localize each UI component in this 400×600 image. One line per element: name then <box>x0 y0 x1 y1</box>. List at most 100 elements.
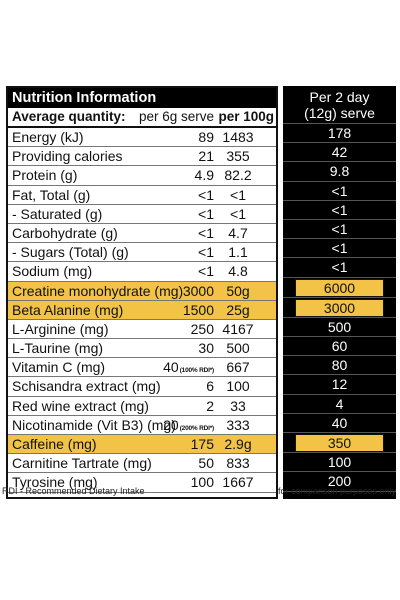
table-row: Vitamin C (mg) 40(100% RDI*) 667 <box>8 358 276 380</box>
per-2-day-row: 4 <box>283 395 396 414</box>
per-2-day-value: 6000 <box>295 278 384 297</box>
nutrient-label: Sodium (mg) <box>12 263 93 280</box>
per-serve-value: 175 <box>134 435 214 454</box>
per-2-day-value: 3000 <box>295 298 384 317</box>
per-2-day-value: 4 <box>335 395 344 412</box>
per-2-day-row: <1 <box>283 258 396 278</box>
per-2-day-value: 40 <box>331 414 348 431</box>
per-100g-value: 4.8 <box>228 263 248 280</box>
table-row: - Sugars (Total) (g) <1 1.1 <box>8 243 276 263</box>
per-2-day-value: 100 <box>327 454 352 471</box>
table-row: Energy (kJ) 89 1483 <box>8 128 276 148</box>
per-2-day-row: 80 <box>283 356 396 376</box>
per-2-day-value: <1 <box>331 259 348 276</box>
table-row: L-Taurine (mg) 30 500 <box>8 339 276 359</box>
per-serve-value: <1 <box>134 186 214 205</box>
table-row: Carnitine Tartrate (mg) 50 833 <box>8 454 276 474</box>
nutrient-label: Carbohydrate (g) <box>12 224 118 241</box>
per-serve-value: 50 <box>134 454 214 473</box>
column-header: Average quantity: per 6g serve per 100g <box>8 108 276 128</box>
per-100g-value: 33 <box>230 397 246 414</box>
table-row: Caffeine (mg) 175 2.9g <box>8 435 276 455</box>
per-2-day-row: 350 <box>283 434 396 454</box>
per-serve-number: <1 <box>198 224 214 241</box>
per-100g-value: 500 <box>226 340 250 357</box>
per-2-day-row: 100 <box>283 453 396 473</box>
per-2-day-value: 60 <box>331 338 348 355</box>
per-100g-value: 82.2 <box>224 167 252 184</box>
per-2-day-header-line2: (12g) serve <box>304 104 375 121</box>
per-2-day-row: 178 <box>283 124 396 144</box>
nutrient-label: Providing calories <box>12 148 123 165</box>
per-2-day-header: Per 2 day (12g) serve <box>283 86 396 124</box>
per-2-day-value: 42 <box>331 144 348 161</box>
per-serve-number: 100 <box>190 474 214 491</box>
per-serve-value: <1 <box>134 243 214 262</box>
per-serve-number: 4.9 <box>194 167 214 184</box>
per-serve-number: <1 <box>198 186 214 203</box>
per-100g-value: 333 <box>226 416 250 433</box>
per-serve-number: <1 <box>198 244 214 261</box>
per-100g-value: 1667 <box>222 474 254 491</box>
nutrient-label: - Saturated (g) <box>12 205 103 222</box>
per-serve-value: 20(200% RDI*) <box>134 416 214 438</box>
nutrient-label: Vitamin C (mg) <box>12 359 106 376</box>
per-serve-number: 20 <box>163 416 179 433</box>
per-serve-number: 50 <box>198 455 214 472</box>
per-serve-number: 6 <box>206 378 214 395</box>
per-2-day-row: 500 <box>283 318 396 338</box>
per-2-day-row: 200 <box>283 472 396 492</box>
per-100g-value: 50g <box>226 282 250 299</box>
rdi-percentage: (200% RDI*) <box>179 424 214 432</box>
per-100g-value: 4167 <box>222 320 254 337</box>
per-100g-value: 1483 <box>222 129 254 145</box>
per-serve-number: 250 <box>190 320 214 337</box>
rdi-footnote: RDI - Recommended Dietary Intake <box>2 486 145 496</box>
per-serve-value: 4.9 <box>134 166 214 185</box>
per-serve-number: 175 <box>190 436 214 452</box>
per-2-day-value: 80 <box>331 357 348 374</box>
per-100g-header: per 100g <box>218 109 274 124</box>
per-2-day-row: 60 <box>283 337 396 357</box>
nutrient-label: Protein (g) <box>12 167 78 184</box>
per-100g-value: 25g <box>226 301 250 318</box>
per-2-day-row: 9.8 <box>283 162 396 182</box>
nutrient-label: Nicotinamide (Vit B3) (mg) <box>12 416 176 433</box>
per-100g-value: <1 <box>230 205 246 222</box>
per-serve-value: 2 <box>134 397 214 416</box>
table-row: L-Arginine (mg) 250 4167 <box>8 320 276 340</box>
nutrition-table: Nutrition Information Average quantity: … <box>6 86 278 499</box>
per-2-day-row: <1 <box>283 201 396 220</box>
table-row: Providing calories 21 355 <box>8 147 276 167</box>
table-row: Schisandra extract (mg) 6 100 <box>8 377 276 397</box>
per-2-day-value: 200 <box>327 473 352 490</box>
per-serve-number: <1 <box>198 205 214 222</box>
per-100g-value: 833 <box>226 455 250 472</box>
per-serve-value: <1 <box>134 262 214 281</box>
per-2-day-row: <1 <box>283 220 396 240</box>
per-serve-number: <1 <box>198 263 214 280</box>
per-2-day-value: <1 <box>331 182 348 199</box>
table-row: Nicotinamide (Vit B3) (mg) 20(200% RDI*) 3… <box>8 416 276 435</box>
per-100g-value: 1.1 <box>228 244 248 261</box>
nutrient-label: Fat, Total (g) <box>12 186 91 203</box>
nutrient-label: L-Arginine (mg) <box>12 320 109 337</box>
table-row: Carbohydrate (g) <1 4.7 <box>8 224 276 244</box>
per-2-day-value: 178 <box>327 125 352 141</box>
per-serve-value: 1500 <box>134 301 214 320</box>
per-serve-value: <1 <box>134 205 214 224</box>
table-row: Beta Alanine (mg) 1500 25g <box>8 300 276 320</box>
per-2-day-value: <1 <box>331 220 348 237</box>
per-serve-number: 89 <box>198 129 214 145</box>
per-serve-value: 40(100% RDI*) <box>134 358 214 380</box>
per-2-day-column: Per 2 day (12g) serve 178 42 9.8 <1 <1 <1 <1 <1… <box>283 86 396 499</box>
per-100g-value: 667 <box>226 359 250 376</box>
nutrient-label: Caffeine (mg) <box>12 436 97 452</box>
per-serve-number: 3000 <box>182 282 214 299</box>
per-serve-value: 30 <box>134 339 214 358</box>
per-serve-value: 21 <box>134 147 214 166</box>
rdi-percentage: (100% RDI*) <box>179 367 214 375</box>
nutrient-label: Carnitine Tartrate (mg) <box>12 455 152 472</box>
per-serve-header: per 6g serve <box>138 109 214 124</box>
per-100g-value: <1 <box>230 186 246 203</box>
